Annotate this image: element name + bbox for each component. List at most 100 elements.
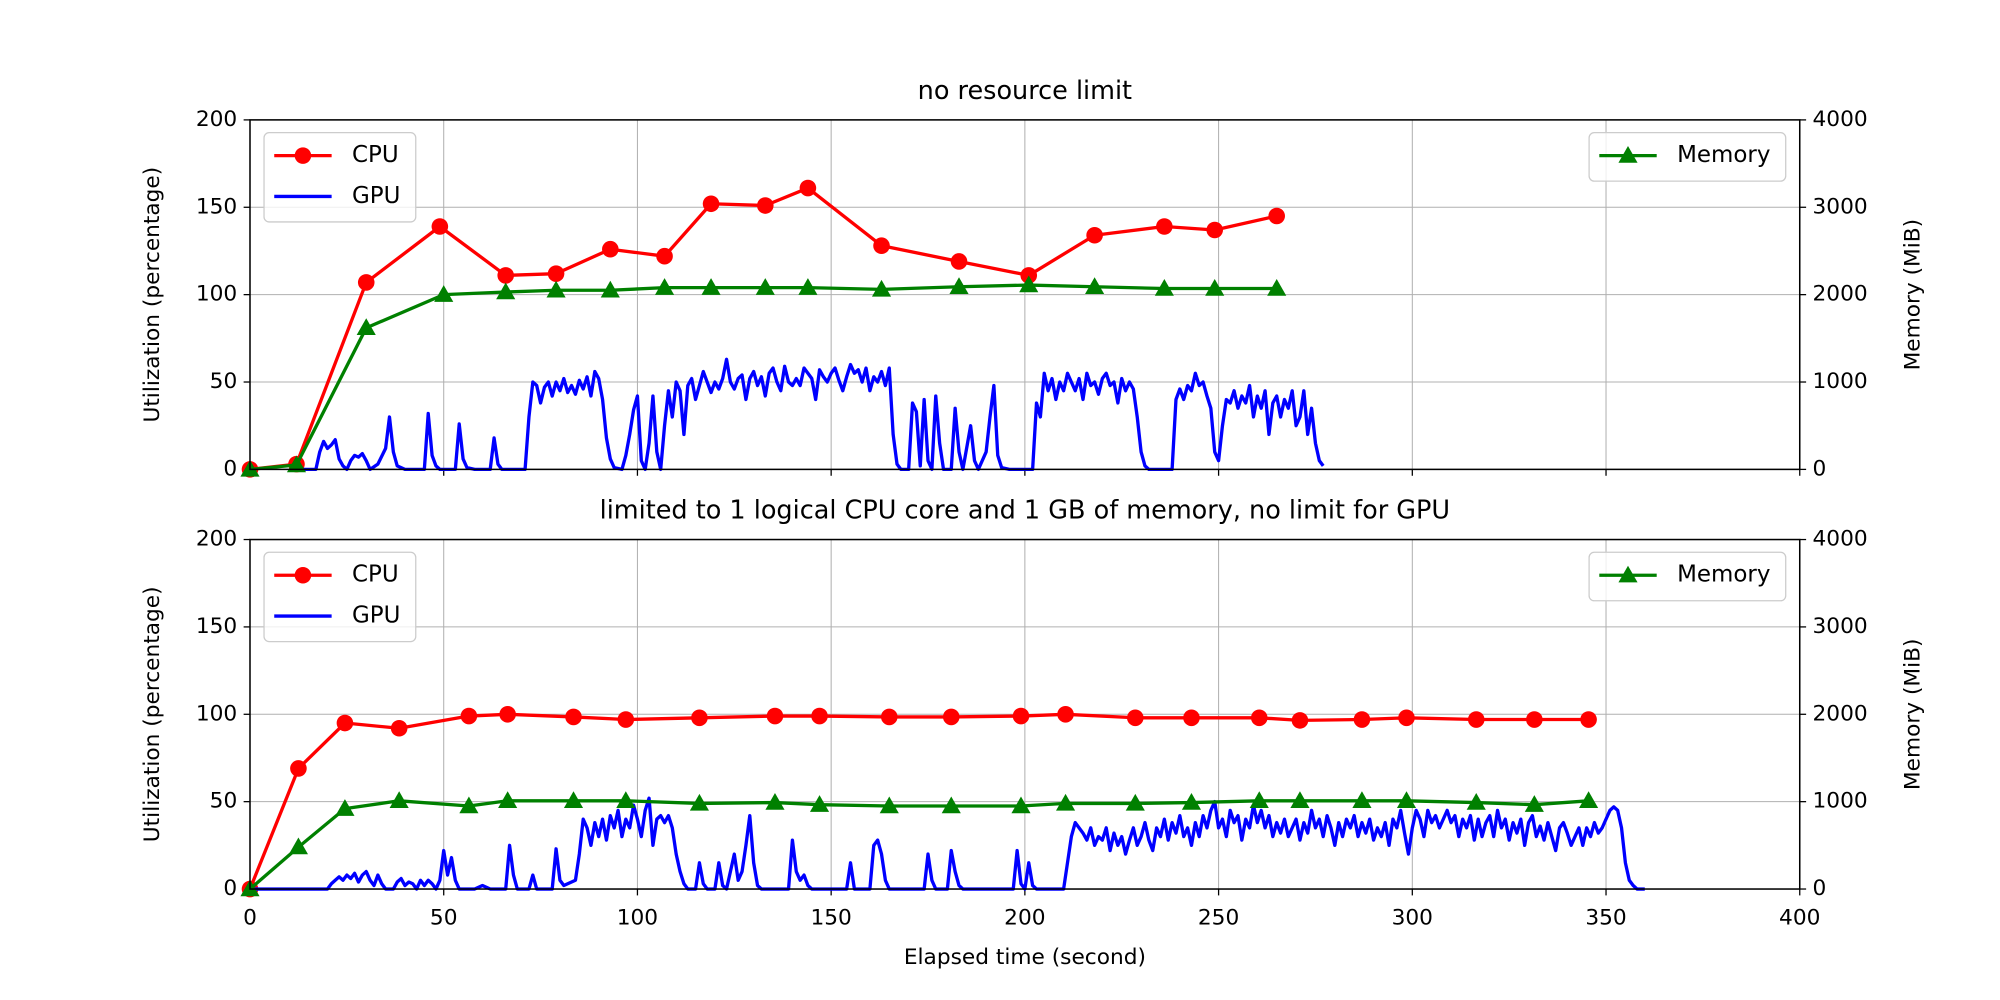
y2-tick-label: 4000 xyxy=(1813,527,1868,552)
data-point xyxy=(356,318,376,336)
y-tick-label: 50 xyxy=(210,369,238,394)
data-point xyxy=(1267,278,1287,296)
data-point xyxy=(701,278,721,295)
legend-marker xyxy=(1618,146,1638,163)
legend-marker xyxy=(294,147,312,164)
legend-label: CPU xyxy=(352,142,399,168)
legend-label: CPU xyxy=(352,562,399,588)
data-point xyxy=(1268,207,1285,225)
legend-marker xyxy=(294,566,312,584)
y-tick-label: 0 xyxy=(223,876,237,901)
data-point xyxy=(616,791,636,808)
axes-frame xyxy=(249,538,1801,890)
y-tick-label: 150 xyxy=(196,194,237,219)
data-point xyxy=(799,179,817,197)
data-point xyxy=(1127,709,1144,727)
data-point xyxy=(602,240,619,258)
x-tick-label: 50 xyxy=(430,905,458,930)
data-point xyxy=(431,218,449,235)
data-point xyxy=(1524,795,1544,812)
y-tick-label: 150 xyxy=(196,614,237,639)
data-point xyxy=(1398,709,1415,727)
y2-tick-label: 1000 xyxy=(1813,369,1868,394)
data-point xyxy=(809,795,830,812)
x-tick-label: 350 xyxy=(1585,905,1626,930)
data-point xyxy=(873,237,890,255)
data-point xyxy=(1085,277,1105,294)
x-tick-label: 100 xyxy=(617,905,658,930)
data-point xyxy=(357,274,375,291)
legend-label: Memory xyxy=(1677,142,1770,168)
data-point xyxy=(656,247,673,265)
data-point xyxy=(950,253,968,270)
y-axis-label: Utilization (percentage) xyxy=(140,167,165,423)
data-point xyxy=(496,282,516,300)
data-point xyxy=(1156,218,1173,235)
y2-tick-label: 2000 xyxy=(1813,701,1868,726)
y-tick-label: 100 xyxy=(196,701,237,726)
data-point xyxy=(288,837,308,855)
data-point xyxy=(563,791,584,808)
data-point xyxy=(756,197,774,214)
data-point xyxy=(1086,226,1103,244)
x-tick-label: 150 xyxy=(810,905,851,930)
y2-axis-label: Memory (MiB) xyxy=(1900,639,1925,791)
data-point xyxy=(546,280,566,298)
data-point xyxy=(949,277,969,294)
data-point xyxy=(1291,712,1309,729)
data-point xyxy=(1396,791,1417,808)
data-point xyxy=(1353,711,1371,728)
data-point xyxy=(879,796,899,814)
data-point xyxy=(498,791,518,808)
data-point xyxy=(459,796,479,814)
data-point xyxy=(336,714,354,732)
data-point xyxy=(390,719,408,737)
y2-tick-label: 2000 xyxy=(1813,282,1868,307)
data-point xyxy=(617,711,635,728)
data-point xyxy=(286,455,307,473)
x-tick-label: 250 xyxy=(1198,905,1239,930)
data-point xyxy=(1019,275,1039,293)
data-point xyxy=(547,265,565,282)
chart-title: limited to 1 logical CPU core and 1 GB o… xyxy=(600,495,1450,525)
data-point xyxy=(755,278,775,295)
data-point xyxy=(1466,792,1486,810)
data-point xyxy=(460,707,478,725)
y2-tick-label: 3000 xyxy=(1813,194,1868,219)
data-point xyxy=(1467,711,1485,728)
legend-box xyxy=(1588,132,1787,182)
legend-label: GPU xyxy=(352,183,400,209)
data-point xyxy=(1352,791,1372,808)
data-point xyxy=(689,793,709,811)
data-point xyxy=(702,195,720,213)
data-point xyxy=(1154,278,1174,296)
data-point xyxy=(798,278,818,295)
y2-tick-label: 1000 xyxy=(1813,789,1868,814)
data-point xyxy=(1579,791,1599,808)
data-point xyxy=(880,708,898,726)
data-point xyxy=(1020,267,1038,284)
series-line xyxy=(296,357,1325,472)
data-point xyxy=(1183,709,1200,727)
data-point xyxy=(600,280,620,298)
data-point xyxy=(811,707,828,725)
data-point xyxy=(1125,793,1145,811)
y2-tick-label: 0 xyxy=(1813,456,1827,481)
data-point xyxy=(1250,709,1268,727)
series-line xyxy=(250,796,1645,891)
data-point xyxy=(1181,792,1202,810)
y2-tick-label: 4000 xyxy=(1813,107,1868,132)
series-line xyxy=(248,799,1589,891)
data-point xyxy=(654,278,675,295)
data-point xyxy=(499,705,516,723)
axes-frame xyxy=(249,119,1801,471)
data-point xyxy=(1205,278,1225,296)
y-tick-label: 200 xyxy=(196,107,237,132)
series-line xyxy=(249,186,1278,472)
legend-box xyxy=(1588,551,1787,602)
x-tick-label: 200 xyxy=(1004,905,1045,930)
data-point xyxy=(1290,791,1310,808)
series-line xyxy=(249,283,1277,472)
